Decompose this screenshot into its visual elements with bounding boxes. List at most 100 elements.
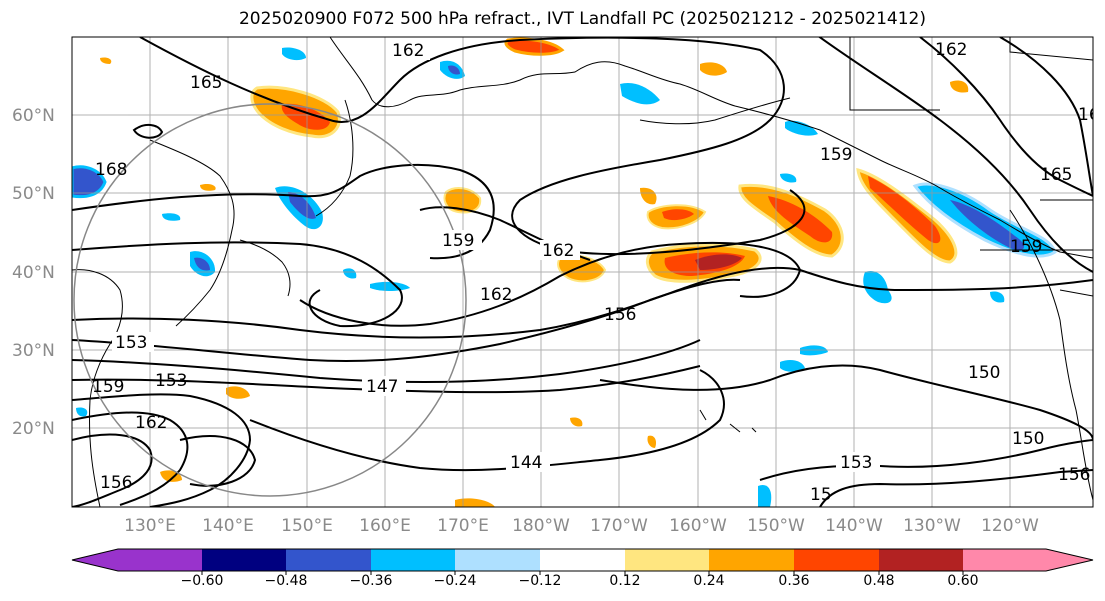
lon-label: 170°W bbox=[590, 516, 648, 536]
contour-label: 153 bbox=[840, 453, 872, 473]
colorbar-tick-label: −0.12 bbox=[519, 573, 562, 589]
contour-label: 156 bbox=[604, 305, 636, 325]
shading-region bbox=[443, 187, 482, 214]
lon-label: 170°E bbox=[437, 516, 489, 536]
shading-region bbox=[620, 82, 660, 105]
contour-label: 153 bbox=[115, 333, 147, 353]
contour-label: 162 bbox=[135, 413, 167, 433]
colorbar-bin bbox=[625, 549, 709, 571]
contour-label-layer: 162 165 162 168 159 162 162 156 159 165 … bbox=[92, 40, 1105, 505]
shading-region bbox=[950, 200, 1025, 251]
shading-region bbox=[343, 268, 357, 279]
lon-label: 180°W bbox=[512, 516, 570, 536]
lat-label: 50°N bbox=[12, 184, 55, 204]
colorbar-tick-label: −0.24 bbox=[434, 573, 477, 589]
contour-label: 168 bbox=[1078, 105, 1105, 125]
contour-label: 144 bbox=[510, 453, 542, 473]
contour-label: 162 bbox=[392, 41, 424, 61]
colorbar-tick-label: −0.36 bbox=[350, 573, 393, 589]
colorbar-extend-high bbox=[963, 549, 1093, 571]
colorbar-bin bbox=[455, 549, 540, 571]
colorbar-bin bbox=[371, 549, 455, 571]
lat-label: 40°N bbox=[12, 263, 55, 283]
shading-region bbox=[281, 103, 330, 130]
shading-region bbox=[662, 209, 694, 221]
lon-label: 140°W bbox=[825, 516, 883, 536]
map-frame bbox=[71, 36, 1094, 508]
colorbar-bin bbox=[540, 549, 625, 571]
contour-label: 162 bbox=[935, 40, 967, 60]
shading-region bbox=[950, 80, 969, 93]
shading-region bbox=[695, 254, 742, 270]
colorbar-tick-label: 0.12 bbox=[609, 573, 640, 589]
map-panel: 162 165 162 168 159 162 162 156 159 165 … bbox=[12, 36, 1105, 536]
colorbar-extend-low bbox=[72, 549, 118, 571]
shading-region bbox=[200, 183, 216, 191]
contour-label: 165 bbox=[190, 73, 222, 93]
colorbar-bin bbox=[794, 549, 879, 571]
shading-region bbox=[780, 360, 805, 372]
lon-label: 130°E bbox=[124, 516, 176, 536]
contour-label: 150 bbox=[1012, 429, 1044, 449]
shading-region bbox=[758, 484, 772, 507]
shading-region bbox=[226, 386, 250, 399]
colorbar-tick-label: 0.24 bbox=[693, 573, 724, 589]
shading-region bbox=[640, 187, 657, 205]
contour-label: 168 bbox=[95, 160, 127, 180]
colorbar-tick-label: −0.60 bbox=[181, 573, 224, 589]
region-circle bbox=[73, 103, 467, 497]
contour-label: 150 bbox=[968, 363, 1000, 383]
shading-region bbox=[288, 192, 316, 219]
contour-label: 147 bbox=[366, 377, 398, 397]
shading-region bbox=[162, 213, 181, 221]
contour-label: 165 bbox=[1040, 165, 1072, 185]
lat-label: 20°N bbox=[12, 419, 55, 439]
shading-region bbox=[455, 498, 495, 507]
lat-label: 60°N bbox=[12, 106, 55, 126]
shading-region bbox=[72, 165, 107, 199]
contour-label: 159 bbox=[92, 377, 124, 397]
lon-label: 120°W bbox=[981, 516, 1039, 536]
contour-label: 159 bbox=[442, 231, 474, 251]
contour-label: 15 bbox=[810, 485, 832, 505]
lon-label: 130°W bbox=[903, 516, 961, 536]
colorbar-outline bbox=[71, 548, 1094, 572]
lon-label: 160°W bbox=[669, 516, 727, 536]
lon-label: 150°W bbox=[747, 516, 805, 536]
colorbar-ticks bbox=[201, 571, 964, 575]
contour-lines bbox=[72, 37, 1093, 507]
colorbar-bin bbox=[286, 549, 371, 571]
figure-title: 2025020900 F072 500 hPa refract., IVT La… bbox=[238, 9, 926, 29]
coastlines bbox=[72, 37, 1093, 507]
colorbar-tick-label: 0.36 bbox=[778, 573, 809, 589]
colorbar-bin bbox=[202, 549, 286, 571]
lon-label: 140°E bbox=[202, 516, 254, 536]
colorbar: −0.60 −0.48 −0.36 −0.24 −0.12 0.12 0.24 … bbox=[71, 548, 1094, 589]
shading-region bbox=[780, 173, 797, 183]
lon-label: 150°E bbox=[281, 516, 333, 536]
shading-region bbox=[570, 417, 583, 427]
shading-region bbox=[700, 62, 727, 76]
shading-region bbox=[863, 270, 892, 304]
shading-region bbox=[504, 37, 565, 56]
contour-label: 153 bbox=[155, 371, 187, 391]
colorbar-tick-label: 0.48 bbox=[863, 573, 894, 589]
colorbar-bin bbox=[118, 549, 202, 571]
contour-label: 162 bbox=[542, 241, 574, 261]
shading-region bbox=[990, 291, 1005, 303]
colorbar-tick-label: −0.48 bbox=[265, 573, 308, 589]
contour-label: 156 bbox=[100, 473, 132, 493]
shading-region bbox=[194, 257, 210, 271]
shading-layer bbox=[72, 37, 1057, 507]
shading-region bbox=[100, 57, 112, 64]
latitude-labels: 60°N 50°N 40°N 30°N 20°N bbox=[12, 106, 55, 439]
shading-region bbox=[282, 47, 306, 61]
contour-label: 156 bbox=[1058, 465, 1090, 485]
shading-region bbox=[647, 435, 657, 448]
lon-label: 160°E bbox=[359, 516, 411, 536]
shading-region bbox=[448, 65, 460, 75]
colorbar-tick-labels: −0.60 −0.48 −0.36 −0.24 −0.12 0.12 0.24 … bbox=[181, 573, 979, 589]
graticule bbox=[72, 37, 1093, 507]
lat-label: 30°N bbox=[12, 341, 55, 361]
contour-label: 159 bbox=[1010, 237, 1042, 257]
